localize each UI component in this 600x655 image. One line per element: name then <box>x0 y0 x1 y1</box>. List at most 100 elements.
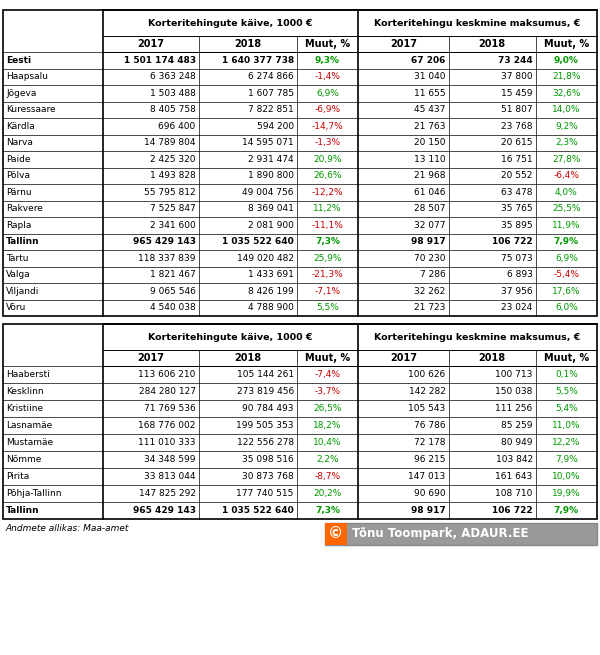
Text: Mustamäe: Mustamäe <box>6 438 53 447</box>
Text: 11,0%: 11,0% <box>552 421 581 430</box>
Text: Korteritehingute käive, 1000 €: Korteritehingute käive, 1000 € <box>148 18 313 28</box>
Text: 10,4%: 10,4% <box>313 438 341 447</box>
Text: Kesklinn: Kesklinn <box>6 387 44 396</box>
Text: Põlva: Põlva <box>6 171 30 180</box>
Text: 6 893: 6 893 <box>507 271 533 279</box>
Text: 9 065 546: 9 065 546 <box>150 287 196 296</box>
Text: 100 626: 100 626 <box>408 370 445 379</box>
Text: Tallinn: Tallinn <box>6 237 40 246</box>
Text: 32,6%: 32,6% <box>552 88 581 98</box>
Text: 8 426 199: 8 426 199 <box>248 287 294 296</box>
Text: Eesti: Eesti <box>6 56 31 65</box>
Text: 965 429 143: 965 429 143 <box>133 237 196 246</box>
Text: 19,9%: 19,9% <box>552 489 581 498</box>
Text: Võru: Võru <box>6 303 26 312</box>
Text: 96 215: 96 215 <box>414 455 445 464</box>
Text: 67 206: 67 206 <box>411 56 445 65</box>
Text: 7 525 847: 7 525 847 <box>150 204 196 214</box>
Text: 147 013: 147 013 <box>408 472 445 481</box>
Text: 37 800: 37 800 <box>501 72 533 81</box>
Text: 7,9%: 7,9% <box>555 455 578 464</box>
Text: 118 337 839: 118 337 839 <box>138 253 196 263</box>
Text: 21,8%: 21,8% <box>552 72 581 81</box>
Text: 111 256: 111 256 <box>496 404 533 413</box>
Text: Muut, %: Muut, % <box>544 353 589 363</box>
Text: -21,3%: -21,3% <box>311 271 343 279</box>
Text: Kuressaare: Kuressaare <box>6 105 56 114</box>
Text: 149 020 482: 149 020 482 <box>237 253 294 263</box>
Text: 2017: 2017 <box>390 39 417 49</box>
Text: 108 710: 108 710 <box>495 489 533 498</box>
Text: 4 788 900: 4 788 900 <box>248 303 294 312</box>
Text: 21 968: 21 968 <box>414 171 445 180</box>
Text: 8 405 758: 8 405 758 <box>150 105 196 114</box>
Text: 2018: 2018 <box>234 353 261 363</box>
Text: 11,2%: 11,2% <box>313 204 341 214</box>
Text: Lasnamäe: Lasnamäe <box>6 421 52 430</box>
Text: -8,7%: -8,7% <box>314 472 341 481</box>
Text: -1,4%: -1,4% <box>314 72 340 81</box>
Text: 55 795 812: 55 795 812 <box>144 188 196 196</box>
Text: ©: © <box>328 527 344 542</box>
Text: 20 150: 20 150 <box>414 138 445 147</box>
Text: 98 917: 98 917 <box>411 506 445 515</box>
Text: 35 098 516: 35 098 516 <box>242 455 294 464</box>
Text: Pärnu: Pärnu <box>6 188 32 196</box>
Text: 20,9%: 20,9% <box>313 155 341 164</box>
Text: 20 552: 20 552 <box>501 171 533 180</box>
Text: 4,0%: 4,0% <box>555 188 578 196</box>
Text: 27,8%: 27,8% <box>552 155 581 164</box>
Text: 106 722: 106 722 <box>492 237 533 246</box>
Text: -5,4%: -5,4% <box>553 271 580 279</box>
Text: 34 348 599: 34 348 599 <box>144 455 196 464</box>
Text: 51 807: 51 807 <box>501 105 533 114</box>
Text: 32 077: 32 077 <box>414 221 445 230</box>
Text: 2 425 320: 2 425 320 <box>150 155 196 164</box>
Text: 33 813 044: 33 813 044 <box>144 472 196 481</box>
Text: 25,5%: 25,5% <box>552 204 581 214</box>
Text: 16 751: 16 751 <box>501 155 533 164</box>
Text: 10,0%: 10,0% <box>552 472 581 481</box>
Text: 696 400: 696 400 <box>158 122 196 131</box>
Text: 142 282: 142 282 <box>409 387 445 396</box>
Text: 9,3%: 9,3% <box>315 56 340 65</box>
Text: 5,4%: 5,4% <box>555 404 578 413</box>
Text: 85 259: 85 259 <box>501 421 533 430</box>
Text: 7,3%: 7,3% <box>315 506 340 515</box>
Text: Kristiine: Kristiine <box>6 404 43 413</box>
Text: 161 643: 161 643 <box>496 472 533 481</box>
Text: 7,9%: 7,9% <box>554 506 579 515</box>
Text: Kärdla: Kärdla <box>6 122 35 131</box>
Text: 28 507: 28 507 <box>414 204 445 214</box>
Text: 8 369 041: 8 369 041 <box>248 204 294 214</box>
Bar <box>325 523 597 545</box>
Text: 14,0%: 14,0% <box>552 105 581 114</box>
Text: 2017: 2017 <box>137 39 164 49</box>
Text: 1 493 828: 1 493 828 <box>150 171 196 180</box>
Bar <box>3 10 597 316</box>
Text: Muut, %: Muut, % <box>544 39 589 49</box>
Text: 37 956: 37 956 <box>501 287 533 296</box>
Text: Põhja-Tallinn: Põhja-Tallinn <box>6 489 62 498</box>
Text: 2 341 600: 2 341 600 <box>150 221 196 230</box>
Text: 2018: 2018 <box>479 353 506 363</box>
Text: 23 024: 23 024 <box>502 303 533 312</box>
Text: Tartu: Tartu <box>6 253 29 263</box>
Text: Pirita: Pirita <box>6 472 29 481</box>
Text: 105 543: 105 543 <box>408 404 445 413</box>
Text: -6,9%: -6,9% <box>314 105 341 114</box>
Text: 14 595 071: 14 595 071 <box>242 138 294 147</box>
Text: Nõmme: Nõmme <box>6 455 41 464</box>
Text: 15 459: 15 459 <box>501 88 533 98</box>
Text: 7,3%: 7,3% <box>315 237 340 246</box>
Text: 80 949: 80 949 <box>501 438 533 447</box>
Text: 9,2%: 9,2% <box>555 122 578 131</box>
Text: Haapsalu: Haapsalu <box>6 72 48 81</box>
Text: 105 144 261: 105 144 261 <box>236 370 294 379</box>
Text: 150 038: 150 038 <box>495 387 533 396</box>
Text: 26,6%: 26,6% <box>313 171 341 180</box>
Text: -1,3%: -1,3% <box>314 138 341 147</box>
Text: 7 822 851: 7 822 851 <box>248 105 294 114</box>
Text: 113 606 210: 113 606 210 <box>138 370 196 379</box>
Text: 90 784 493: 90 784 493 <box>242 404 294 413</box>
